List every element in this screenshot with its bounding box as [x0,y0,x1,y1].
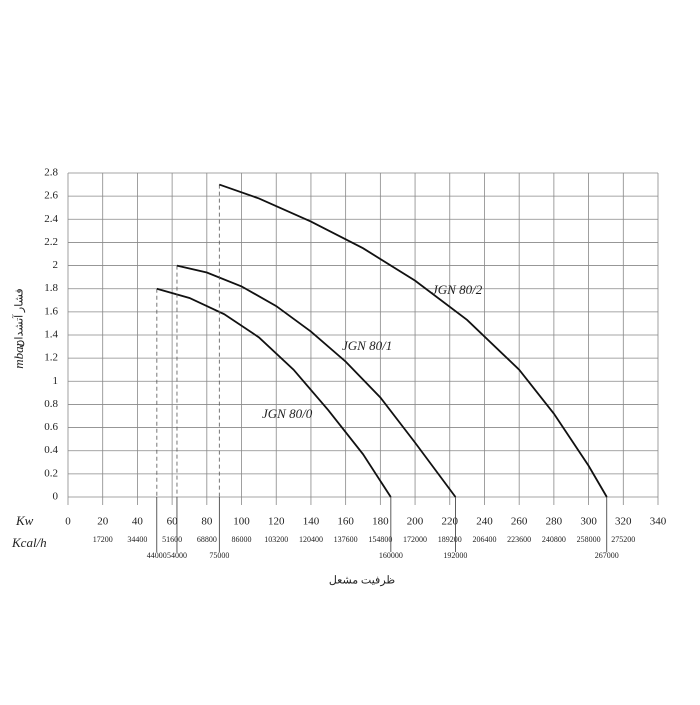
x2-axis-label: Kcal/h [11,535,47,550]
x-tick-label: 0 [65,516,71,528]
x-axis-label: Kw [15,513,34,528]
x-tick-label: 220 [442,516,459,528]
x2-tick-label: 17200 [93,535,113,544]
x2-tick-label: 51600 [162,535,182,544]
y-tick-label: 1.2 [44,352,58,364]
y-tick-label: 0.8 [44,398,58,410]
x-tick-label: 80 [201,516,213,528]
y-tick-label: 0.2 [44,467,58,479]
y-tick-label: 0 [53,491,59,503]
x2-tick-label: 189200 [438,535,462,544]
series-line [176,264,457,498]
series-label: JGN 80/1 [342,338,392,353]
x2-tick-label: 137600 [334,535,358,544]
x-tick-label: 180 [372,516,389,528]
series-line [156,287,392,498]
x-tick-label: 20 [97,516,109,528]
x2-tick-label: 34400 [127,535,147,544]
x-tick-label: 320 [615,516,632,528]
y-tick-label: 1.4 [44,329,58,341]
y-tick-label: 2.8 [44,167,58,179]
y-tick-label: 2.6 [44,190,58,202]
x-title: ظرفیت مشعل [329,575,396,587]
x2-tick-label: 275200 [611,535,635,544]
x-tick-label: 120 [268,516,285,528]
x-tick-label: 200 [407,516,424,528]
x2-tick-label: 120400 [299,535,323,544]
x2-tick-label: 240800 [542,535,566,544]
y-tick-label: 1.8 [44,282,58,294]
x-tick-label: 100 [233,516,250,528]
marker-label: 54000 [167,551,187,560]
y-tick-label: 0.4 [44,444,58,456]
y-tick-label: 2.2 [44,236,58,248]
y-tick-label: 0.6 [44,421,58,433]
series-line [219,183,608,498]
x-tick-label: 260 [511,516,528,528]
x-tick-label: 40 [132,516,144,528]
marker-label: 192000 [443,551,467,560]
x-tick-label: 300 [580,516,597,528]
y-tick-label: 1.6 [44,305,58,317]
x-tick-label: 60 [167,516,179,528]
x-tick-label: 340 [650,516,667,528]
y-axis-label: mbar [11,340,26,368]
series-label: JGN 80/0 [262,406,313,421]
x-tick-label: 240 [476,516,493,528]
x2-tick-label: 172000 [403,535,427,544]
marker-label: 267000 [595,551,619,560]
marker-label: 160000 [379,551,403,560]
series-label: JGN 80/2 [432,282,483,297]
x-tick-label: 280 [546,516,563,528]
x2-tick-label: 68800 [197,535,217,544]
marker-label: 44000 [147,551,167,560]
y-tick-label: 1 [53,375,59,387]
x2-tick-label: 206400 [472,535,496,544]
y-tick-label: 2 [53,259,59,271]
x2-tick-label: 154800 [368,535,392,544]
y-axis-title: فشار آتشدان [13,288,26,347]
x-tick-label: 160 [337,516,354,528]
x2-tick-label: 86000 [232,535,252,544]
x2-tick-label: 223600 [507,535,531,544]
y-tick-label: 2.4 [44,213,58,225]
x-tick-label: 140 [303,516,320,528]
x2-tick-label: 258000 [577,535,601,544]
x2-tick-label: 103200 [264,535,288,544]
marker-label: 75000 [209,551,229,560]
